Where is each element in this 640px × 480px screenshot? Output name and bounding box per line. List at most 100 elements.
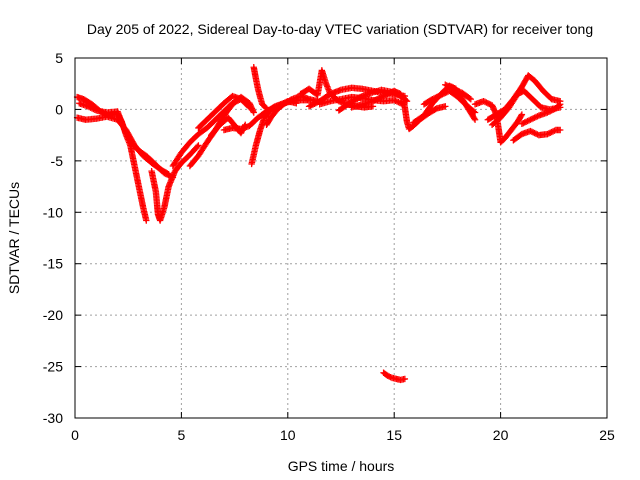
data-point-marker <box>246 104 253 111</box>
data-point-marker <box>556 126 564 134</box>
data-point-marker <box>443 82 450 89</box>
data-point-marker <box>447 84 455 91</box>
data-point-marker <box>440 90 448 97</box>
data-point-marker <box>528 128 536 135</box>
data-point-marker <box>384 372 392 380</box>
data-point-marker <box>534 113 541 120</box>
data-point-marker <box>250 109 257 116</box>
data-point-marker <box>532 130 540 137</box>
data-point-marker <box>268 105 276 112</box>
data-point-marker <box>525 117 533 124</box>
data-point-marker <box>471 116 479 123</box>
data-point-marker <box>527 127 534 135</box>
x-tick-label: 25 <box>599 427 615 443</box>
series-arc-mid-3 <box>250 64 270 112</box>
data-point-marker <box>449 84 456 92</box>
series-arc-outlier <box>380 369 409 384</box>
data-point-marker <box>517 112 525 119</box>
data-point-marker <box>481 98 489 106</box>
data-point-marker <box>452 86 459 93</box>
data-point-marker <box>528 115 536 123</box>
y-tick-label: 0 <box>55 101 63 117</box>
data-point-marker <box>467 95 475 103</box>
data-point-marker <box>522 118 530 125</box>
data-point-marker <box>547 129 554 136</box>
data-point-marker <box>453 87 460 94</box>
data-point-marker <box>194 143 201 150</box>
data-point-marker <box>450 85 457 93</box>
data-point-marker <box>531 114 538 121</box>
data-point-marker <box>520 119 527 127</box>
data-point-marker <box>293 100 300 107</box>
data-point-marker <box>547 107 554 115</box>
data-point-marker <box>263 105 270 112</box>
data-point-marker <box>442 103 449 110</box>
data-point-marker <box>549 106 557 113</box>
x-tick-label: 10 <box>280 427 296 443</box>
data-point-marker <box>545 108 553 116</box>
series-arc-late-3 <box>442 81 475 103</box>
data-point-marker <box>545 130 553 137</box>
data-point-marker <box>267 106 274 113</box>
data-point-marker <box>91 106 99 113</box>
data-point-marker <box>518 120 526 128</box>
y-axis-label: SDTVAR / TECUs <box>6 182 22 294</box>
y-tick-label: -5 <box>51 153 64 169</box>
series-arc-rise-3 <box>195 92 253 132</box>
x-tick-label: 20 <box>493 427 509 443</box>
data-point-marker <box>524 117 531 125</box>
data-point-marker <box>262 104 269 111</box>
data-point-marker <box>84 103 91 110</box>
data-point-marker <box>456 88 463 95</box>
data-point-marker <box>164 171 171 178</box>
data-point-marker <box>548 128 555 136</box>
data-point-marker <box>483 99 490 106</box>
series-arc-late-2 <box>420 87 479 116</box>
data-point-marker <box>444 82 452 90</box>
chart-title: Day 205 of 2022, Sidereal Day-to-day VTE… <box>87 21 593 37</box>
data-point-marker <box>442 81 449 88</box>
series-arc-early-1 <box>73 93 150 224</box>
x-tick-label: 15 <box>386 427 402 443</box>
y-tick-label: 5 <box>55 50 63 66</box>
data-point-marker <box>432 94 439 101</box>
series-arc-mid-2 <box>248 98 300 168</box>
data-point-marker <box>555 102 563 109</box>
data-point-marker <box>395 99 402 106</box>
data-point-marker <box>430 95 438 102</box>
data-point-marker <box>161 170 168 177</box>
series-arc-late-7 <box>510 126 564 144</box>
data-point-marker <box>87 104 94 111</box>
data-point-marker <box>85 103 93 111</box>
data-point-marker <box>518 111 526 118</box>
data-point-marker <box>433 93 440 101</box>
data-point-marker <box>521 119 528 126</box>
data-point-marker <box>471 109 479 116</box>
series-arc-dip <box>148 142 202 224</box>
data-point-marker <box>387 374 394 381</box>
data-point-marker <box>530 115 537 122</box>
y-tick-label: -10 <box>43 204 63 220</box>
data-point-marker <box>245 103 252 110</box>
data-point-marker <box>392 97 399 105</box>
data-point-marker <box>195 142 202 149</box>
data-point-marker <box>530 129 537 136</box>
data-point-marker <box>90 105 97 113</box>
data-point-marker <box>470 108 478 115</box>
data-point-marker <box>454 87 462 95</box>
x-axis-label: GPS time / hours <box>288 458 395 474</box>
plot-frame <box>74 57 608 419</box>
data-point-marker <box>544 130 551 138</box>
data-point-marker <box>548 107 555 114</box>
data-point-marker <box>549 128 557 135</box>
data-point-marker <box>471 115 478 122</box>
data-point-marker <box>386 373 393 380</box>
data-point-marker <box>531 129 538 137</box>
data-point-marker <box>436 92 443 99</box>
data-point-marker <box>527 116 534 123</box>
data-point-marker <box>446 83 453 90</box>
data-point-marker <box>442 89 449 97</box>
data-point-marker <box>143 217 150 224</box>
axis-ticks: 0 5 10 15 20 25 -30 -25 -20 -15 -10 -5 0 5 <box>43 50 615 443</box>
